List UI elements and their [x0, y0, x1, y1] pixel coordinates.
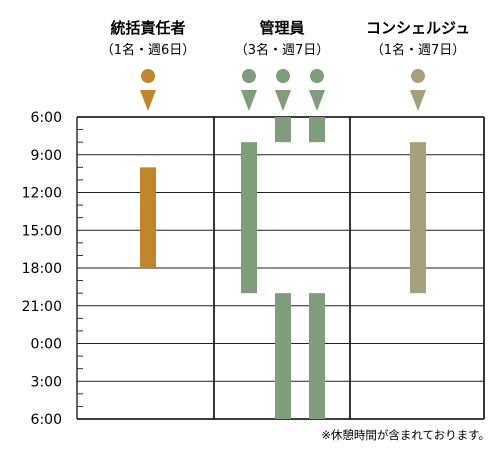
shift-bar-1-2: [275, 293, 291, 419]
y-tick-label-0: 6:00: [31, 110, 62, 126]
time-axis: 6:00 9:00 12:00 15:00 18:00 21:00 0:00 3:00 6:00: [22, 110, 62, 428]
shift-bar-2-0: [410, 142, 426, 294]
y-tick-label-7: 3:00: [31, 374, 62, 390]
person-marker-arrow-1-0: [241, 90, 257, 111]
y-tick-label-3: 15:00: [22, 223, 62, 239]
person-marker-arrow-1-1: [275, 90, 291, 111]
column-subtitle-concierge: （1名・週7日）: [371, 42, 466, 58]
shift-bar-1-1: [275, 117, 291, 143]
person-marker-dot-1-0: [242, 69, 256, 83]
column-subtitle-manager: （3名・週7日）: [235, 42, 330, 58]
person-marker-dot-0-0: [141, 69, 155, 83]
column-title-supervisor: 統括責任者: [110, 19, 185, 37]
person-marker-dot-1-2: [310, 69, 324, 83]
y-tick-label-2: 12:00: [22, 186, 62, 202]
footnote: ※休憩時間が含まれております。: [321, 428, 490, 442]
column-title-manager: 管理員: [259, 19, 304, 37]
shift-bar-1-0: [241, 142, 257, 294]
person-marker-arrow-2-0: [410, 90, 426, 111]
shift-bar-1-3: [309, 117, 325, 143]
shift-bars: [140, 117, 426, 419]
person-marker-dot-1-1: [276, 69, 290, 83]
person-marker-dot-2-0: [411, 69, 425, 83]
person-marker-arrow-1-2: [309, 90, 325, 111]
column-subtitle-supervisor: （1名・週6日）: [101, 42, 196, 58]
shift-bar-0-0: [140, 167, 156, 268]
y-tick-label-4: 18:00: [22, 261, 62, 277]
y-tick-label-5: 21:00: [22, 299, 62, 315]
column-title-concierge: コンシェルジュ: [366, 19, 470, 37]
y-tick-label-1: 9:00: [31, 148, 62, 164]
person-marker-arrow-0-0: [140, 90, 156, 111]
shift-bar-1-4: [309, 293, 325, 419]
y-tick-label-6: 0:00: [31, 337, 62, 353]
y-tick-label-8: 6:00: [31, 412, 62, 428]
person-markers: [140, 69, 426, 111]
